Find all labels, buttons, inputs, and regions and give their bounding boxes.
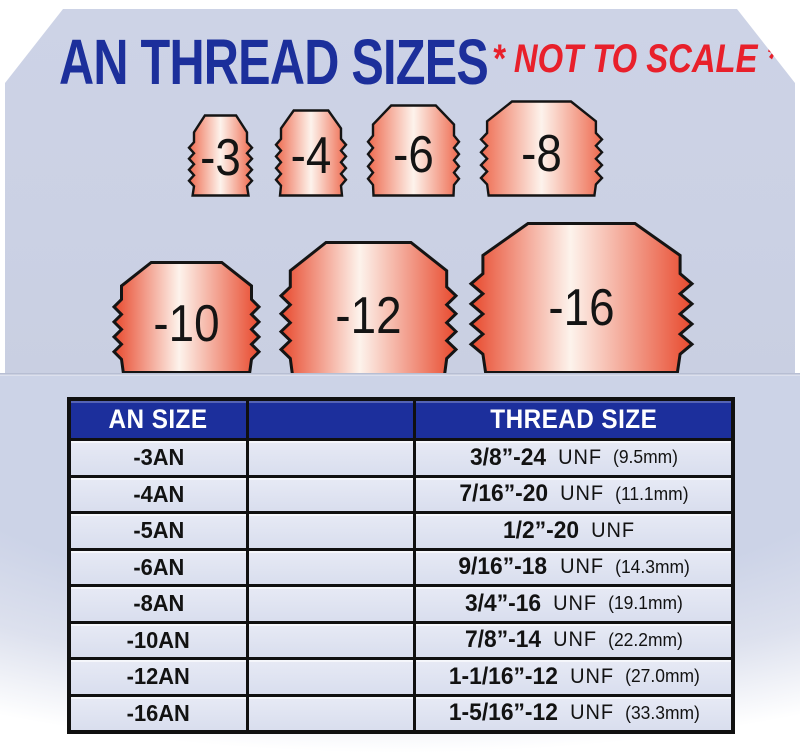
metric-equivalent: (22.2mm) xyxy=(608,629,683,650)
unf-label: UNF xyxy=(591,518,636,542)
thread-size-cell: 3/4”-16 UNF (19.1mm) xyxy=(416,587,731,621)
thread-size-cell: 1-5/16”-12 UNF (33.3mm) xyxy=(416,696,731,730)
threaded-fitting-shape xyxy=(113,261,260,374)
thread-size-cell: 1-1/16”-12 UNF (27.0mm) xyxy=(416,660,731,694)
unf-label: UNF xyxy=(558,445,602,469)
an-size-cell: -4AN xyxy=(71,477,246,511)
thread-size-cell: 7/16”-20 UNF (11.1mm) xyxy=(416,477,731,511)
metric-equivalent: (9.5mm) xyxy=(613,447,679,468)
an-size-cell: -16AN xyxy=(71,696,246,730)
empty-middle-cell xyxy=(249,623,413,657)
metric-equivalent: (33.3mm) xyxy=(625,702,701,723)
thread-size-cell: 3/8”-24 UNF (9.5mm) xyxy=(416,441,731,475)
fitting-size-label: -8 xyxy=(521,125,562,184)
thread-fraction: 7/8”-14 xyxy=(464,626,541,654)
fitting-size-label: -12 xyxy=(335,287,402,346)
fitting-size-label: -4 xyxy=(290,127,332,186)
threaded-fitting-shape xyxy=(275,109,347,197)
an-size-cell: -3AN xyxy=(71,441,246,475)
an-size-cell: -5AN xyxy=(71,514,246,548)
fitting-minus-3: -3 xyxy=(188,114,253,197)
empty-middle-cell xyxy=(249,660,413,694)
empty-middle-cell xyxy=(249,550,413,584)
empty-middle-cell xyxy=(249,587,413,621)
an-size-cell: -8AN xyxy=(71,587,246,621)
metric-equivalent: (11.1mm) xyxy=(615,483,689,504)
illustration-panel: AN THREAD SIZES * NOT TO SCALE * -3 -4 -6 -… xyxy=(5,9,795,375)
empty-middle-cell xyxy=(249,441,413,475)
thread-size-cell: 1/2”-20 UNF xyxy=(416,514,731,548)
page-title: AN THREAD SIZES xyxy=(59,26,489,98)
thread-fraction: 3/4”-16 xyxy=(464,589,541,617)
thread-size-cell: 7/8”-14 UNF (22.2mm) xyxy=(416,623,731,657)
unf-label: UNF xyxy=(553,591,597,615)
fitting-size-label: -3 xyxy=(200,129,241,188)
unf-label: UNF xyxy=(570,664,615,688)
an-size-value: -8AN xyxy=(132,590,184,617)
metric-equivalent: (14.3mm) xyxy=(614,556,690,577)
an-size-cell: -6AN xyxy=(71,550,246,584)
fitting-minus-16: -16 xyxy=(470,222,693,374)
empty-middle-cell xyxy=(249,514,413,548)
fitting-minus-6: -6 xyxy=(367,104,460,197)
an-size-value: -4AN xyxy=(132,480,184,507)
column-header-an-size: AN SIZE xyxy=(71,401,246,438)
thread-fraction: 9/16”-18 xyxy=(458,553,548,581)
an-size-value: -12AN xyxy=(126,663,191,690)
empty-middle-cell xyxy=(249,696,413,730)
an-size-cell: -10AN xyxy=(71,623,246,657)
an-size-value: -3AN xyxy=(132,444,184,471)
fitting-minus-10: -10 xyxy=(113,261,260,374)
threaded-fitting-shape xyxy=(470,222,693,374)
an-size-cell: -12AN xyxy=(71,660,246,694)
an-thread-size-table: AN SIZE THREAD SIZE -3AN 3/8”-24 UNF (9.5mm… xyxy=(67,397,735,734)
column-header-thread-size: THREAD SIZE xyxy=(416,401,731,438)
not-to-scale-note: * NOT TO SCALE * xyxy=(492,37,780,81)
fitting-minus-8: -8 xyxy=(480,100,603,197)
thread-fraction: 1-1/16”-12 xyxy=(448,662,558,690)
unf-label: UNF xyxy=(553,628,597,652)
an-size-value: -5AN xyxy=(132,517,184,544)
unf-label: UNF xyxy=(570,701,615,725)
threaded-fitting-shape xyxy=(367,104,460,197)
thread-size-cell: 9/16”-18 UNF (14.3mm) xyxy=(416,550,731,584)
fitting-size-label: -6 xyxy=(393,125,434,184)
metric-equivalent: (19.1mm) xyxy=(608,593,683,614)
thread-fraction: 7/16”-20 xyxy=(459,480,548,508)
an-size-value: -6AN xyxy=(132,553,184,580)
thread-fraction: 1/2”-20 xyxy=(503,516,580,544)
threaded-fitting-shape xyxy=(188,114,253,197)
an-size-value: -10AN xyxy=(126,626,191,653)
fitting-size-label: -16 xyxy=(548,279,615,338)
thread-fraction: 1-5/16”-12 xyxy=(448,699,558,727)
unf-label: UNF xyxy=(560,482,605,506)
table-section: AN SIZE THREAD SIZE -3AN 3/8”-24 UNF (9.5mm… xyxy=(0,376,800,756)
thread-fraction: 3/8”-24 xyxy=(469,443,546,471)
fitting-size-label: -10 xyxy=(153,295,220,354)
empty-middle-cell xyxy=(249,477,413,511)
fitting-minus-4: -4 xyxy=(275,109,347,197)
fitting-minus-12: -12 xyxy=(280,241,457,376)
column-header-middle xyxy=(249,401,413,438)
an-size-value: -16AN xyxy=(126,699,191,726)
panel-divider xyxy=(0,373,800,376)
metric-equivalent: (27.0mm) xyxy=(625,666,701,687)
threaded-fitting-shape xyxy=(480,100,603,197)
unf-label: UNF xyxy=(559,555,604,579)
